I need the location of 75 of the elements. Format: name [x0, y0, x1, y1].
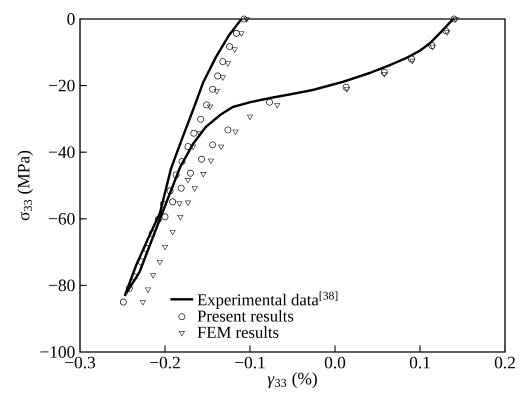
- point: [408, 56, 415, 62]
- point: [185, 200, 191, 206]
- point: [169, 198, 176, 206]
- point: [428, 42, 436, 50]
- x-tick-label: 0.0: [324, 356, 346, 368]
- point: [218, 144, 224, 150]
- point: [247, 114, 253, 120]
- point: [170, 230, 176, 236]
- point: [150, 273, 156, 278]
- point: [187, 170, 194, 177]
- legend-label: Present results: [198, 310, 294, 322]
- point: [232, 47, 238, 53]
- point: [172, 171, 180, 178]
- point: [233, 30, 240, 37]
- point: [381, 72, 388, 78]
- y-tick-label: 0: [67, 13, 75, 25]
- point: [266, 98, 273, 106]
- point: [198, 156, 205, 163]
- x-tick-label: −0.2: [150, 356, 180, 368]
- point: [240, 16, 248, 22]
- legend-label: Experimental data$^{[38]}$: [198, 291, 338, 309]
- point: [224, 126, 232, 134]
- point: [156, 260, 163, 266]
- x-tick-label: −0.1: [235, 356, 265, 368]
- point: [232, 130, 238, 135]
- y-tick-label: −40: [49, 146, 75, 158]
- point: [176, 201, 182, 206]
- point: [190, 130, 198, 137]
- point: [190, 144, 196, 150]
- y-tick-label: −80: [49, 280, 75, 292]
- point: [197, 116, 204, 123]
- point: [244, 17, 250, 22]
- x-axis-title: γ$_{33}$ (%): [268, 372, 317, 388]
- point: [207, 104, 213, 110]
- x-tick-label: −0.3: [65, 356, 96, 368]
- point: [192, 186, 198, 192]
- x-tick-label: 0.1: [410, 356, 430, 368]
- point: [380, 68, 388, 76]
- point: [220, 75, 226, 81]
- y-tick-label: −60: [49, 212, 75, 225]
- point: [177, 215, 184, 220]
- point: [178, 184, 185, 192]
- point: [409, 58, 416, 64]
- point: [209, 141, 216, 148]
- y-tick-label: −20: [49, 80, 75, 92]
- point: [203, 102, 210, 108]
- y-tick-label: −100: [40, 346, 75, 358]
- point: [342, 84, 350, 91]
- point: [214, 89, 220, 94]
- point: [450, 16, 458, 22]
- point: [162, 213, 168, 220]
- point: [274, 103, 280, 108]
- point: [238, 32, 244, 37]
- point: [145, 288, 151, 293]
- point: [200, 172, 206, 178]
- legend-label: FEM results: [198, 326, 278, 338]
- point: [140, 300, 146, 306]
- point: [226, 43, 234, 50]
- point: [185, 178, 191, 184]
- point: [162, 244, 168, 250]
- point: [430, 44, 436, 50]
- point: [184, 143, 192, 150]
- point: [444, 30, 450, 36]
- x-tick-label: 0.2: [494, 356, 515, 368]
- point: [452, 17, 459, 22]
- point: [214, 72, 222, 80]
- point: [120, 298, 127, 306]
- point: [209, 86, 216, 93]
- point: [208, 158, 214, 164]
- point: [178, 158, 186, 165]
- point: [166, 187, 174, 194]
- point: [219, 58, 226, 66]
- y-axis-title: σ$_{33}$ (MPa): [17, 150, 34, 220]
- point: [224, 61, 231, 67]
- point: [344, 87, 350, 92]
